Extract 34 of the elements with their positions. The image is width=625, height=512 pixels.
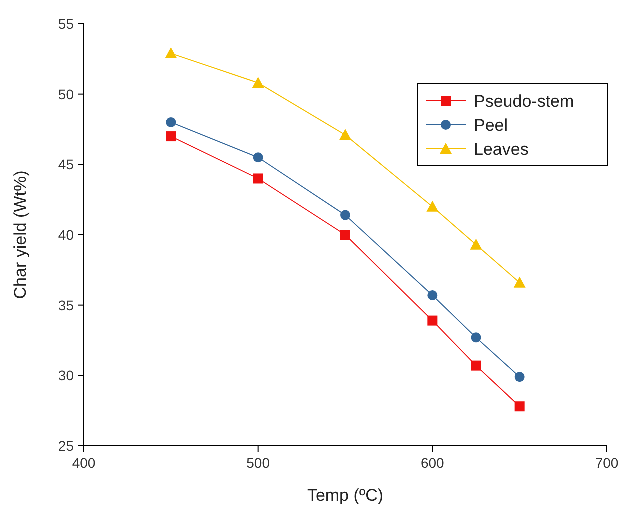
point [428,290,438,300]
point [340,210,350,220]
y-tick-label: 30 [58,368,74,384]
x-tick-label: 500 [246,455,270,471]
y-tick-label: 40 [58,227,74,243]
point [470,238,482,250]
y-tick-label: 55 [58,16,74,32]
legend-label: Leaves [474,140,529,159]
point [340,129,352,140]
legend-label: Peel [474,116,508,135]
x-tick-label: 700 [595,455,619,471]
point [340,230,350,240]
x-tick-label: 400 [72,455,96,471]
y-tick-label: 45 [58,156,74,173]
y-tick-label: 50 [58,86,74,102]
point [514,372,525,382]
point [471,332,482,343]
y-tick-label: 25 [58,438,74,454]
point [428,316,438,326]
y-axis-title: Char yield (Wt%) [11,170,30,300]
point [514,276,526,288]
x-tick-label: 600 [420,455,445,471]
point [426,200,439,212]
x-axis-title: Temp (ºC) [307,486,384,505]
point [166,132,176,142]
point [252,77,264,88]
point [253,174,264,184]
point [165,48,178,59]
y-tick-label: 35 [58,297,74,314]
legend-label: Pseudo-stem [474,92,574,111]
point [166,117,176,128]
point [253,152,264,163]
point [514,402,525,412]
point [471,360,482,371]
